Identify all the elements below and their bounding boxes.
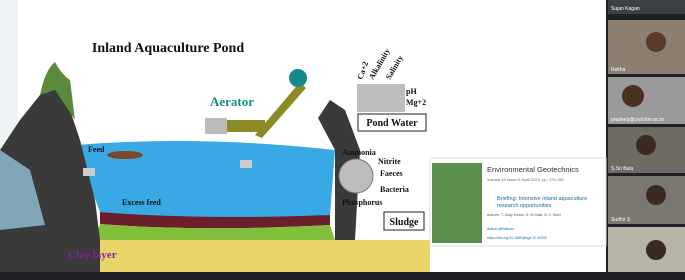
excess-feed-label: Excess feed [122, 198, 161, 207]
participant-name: Sudhir S [611, 217, 631, 223]
authors: Authors: T. Uday Kumar, S. Sri Bala, B. … [487, 213, 561, 217]
aerator-paddle [205, 118, 227, 134]
participant-avatar [636, 135, 656, 155]
water-sensor [357, 84, 405, 112]
journal-cover [432, 163, 482, 243]
participant-name: S.Sri Bala [611, 166, 633, 172]
paper-title: research opportunities [497, 203, 552, 209]
sludge-param: Bacteria [380, 185, 409, 194]
sludge-sensor [339, 159, 373, 193]
participant-avatar [622, 85, 644, 107]
participant-name: Rekha [611, 67, 626, 73]
sludge-param: Ammonia [342, 148, 376, 157]
probe [240, 160, 252, 168]
aerator-label: Aerator [210, 94, 254, 109]
sludge-param: Phosphorus [342, 198, 382, 207]
journal-name: Environmental Geotechnics [487, 165, 579, 174]
participant-avatar [646, 32, 666, 52]
clay-label: Clay layer [68, 249, 117, 261]
meeting-window: Inland Aquaculture Pond Aerator Feed Exc… [0, 0, 685, 280]
participant-name: Sujan Kagan [611, 6, 640, 12]
feed-label: Feed [88, 145, 105, 154]
aerator-pulley [289, 69, 307, 87]
participant-name: pradeep@civil.iitm.ac.in [611, 117, 664, 123]
affiliations: Author Affiliations [487, 227, 514, 231]
page: {"shared_screen": { "diagram": { "title"… [0, 0, 685, 280]
probe [83, 168, 95, 176]
sludge-box-label: Sludge [390, 217, 419, 228]
paper-title: Briefing: Intensive inland aquaculture [497, 196, 587, 202]
sludge-param: Faeces [380, 169, 403, 178]
sludge-param: Nitrite [378, 157, 401, 166]
diagram-title: Inland Aquaculture Pond [92, 41, 244, 56]
doi: https://doi.org/10.1680/jenge.22.00090 [487, 236, 547, 240]
water-box-label: Pond Water [366, 118, 418, 129]
toolbar-strip [0, 272, 685, 280]
feed-pile [107, 151, 143, 159]
participant-tile [608, 20, 685, 74]
water-param: pH [406, 87, 417, 96]
water-param: Mg+2 [406, 98, 426, 107]
participant-avatar [646, 240, 666, 260]
participant-avatar [646, 185, 666, 205]
issue: Volume 10 Issue 3, April 2023, pp. 179-1… [487, 177, 564, 182]
